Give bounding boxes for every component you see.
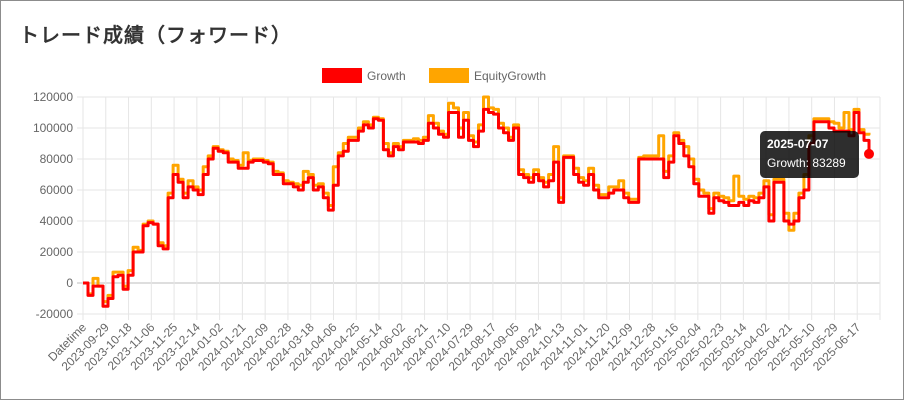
series-line-growth (83, 107, 871, 308)
legend-label-growth: Growth (367, 69, 406, 83)
y-tick-label: 80000 (40, 152, 74, 166)
tooltip-value: Growth: 83289 (767, 156, 846, 170)
legend-swatch-equity-growth (429, 68, 469, 83)
series-layer (83, 95, 874, 308)
x-axis: Datetime2023-09-292023-10-182023-11-0620… (45, 320, 863, 374)
y-tick-label: 0 (66, 276, 73, 290)
y-tick-label: 40000 (40, 214, 74, 228)
y-tick-label: 100000 (33, 121, 73, 135)
legend: Growth EquityGrowth (322, 68, 546, 83)
y-tick-label: -20000 (36, 307, 74, 321)
highlighted-point[interactable] (864, 148, 874, 159)
tooltip: 2025-07-07 Growth: 83289 (760, 131, 859, 178)
tooltip-box (760, 131, 859, 178)
page-title: トレード成績（フォワード） (19, 23, 292, 47)
y-tick-label: 20000 (40, 245, 74, 259)
tooltip-date: 2025-07-07 (767, 137, 829, 151)
legend-swatch-growth (322, 68, 362, 83)
legend-label-equity-growth: EquityGrowth (474, 69, 546, 83)
y-tick-label: 60000 (40, 183, 74, 197)
y-axis: -20000 0 20000 40000 60000 80000 100000 120000 (33, 90, 73, 321)
y-tick-label: 120000 (33, 90, 73, 104)
